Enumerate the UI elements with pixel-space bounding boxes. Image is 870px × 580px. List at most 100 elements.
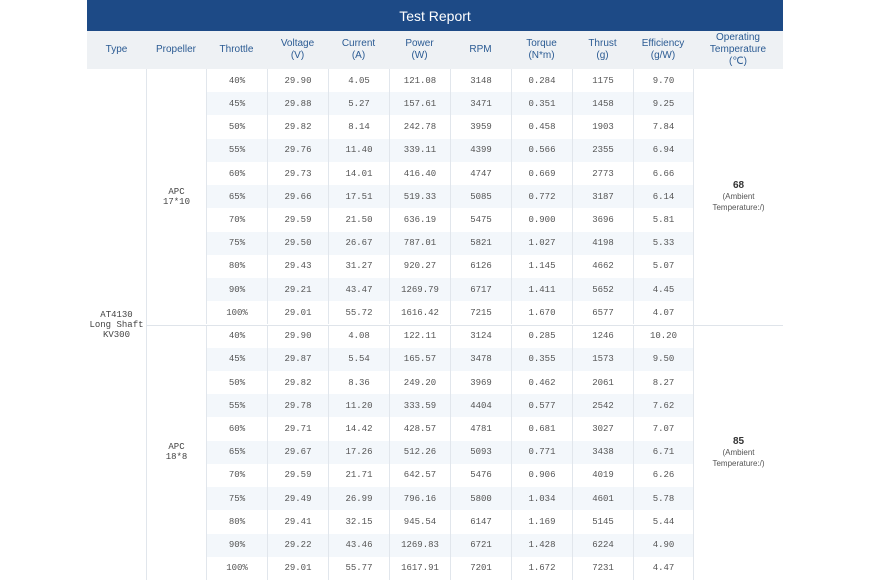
data-cell: 32.15 [328, 510, 389, 534]
data-cell: 5800 [450, 487, 511, 511]
data-cell: 29.50 [267, 231, 328, 255]
data-cell: 29.73 [267, 161, 328, 186]
data-cell: 5.27 [328, 92, 389, 116]
data-cell: 1.169 [511, 510, 572, 534]
temperature-cell: 68 (Ambient Temperature:/) [693, 69, 783, 325]
column-header: Torque (N*m) [511, 31, 572, 69]
text-line: Temperature:/) [712, 203, 765, 213]
data-cell: 2773 [572, 161, 633, 186]
data-cell: 55% [206, 394, 267, 418]
data-cell: 100% [206, 556, 267, 580]
data-cell: 1617.91 [389, 556, 450, 580]
data-cell: 0.669 [511, 161, 572, 186]
data-cell: 9.25 [633, 92, 693, 116]
data-cell: 4.45 [633, 278, 693, 302]
text-line: Temperature:/) [712, 458, 765, 468]
data-cell: 9.70 [633, 69, 693, 93]
text-line: Propeller [155, 44, 197, 55]
data-cell: 2355 [572, 138, 633, 162]
data-cell: 1903 [572, 115, 633, 139]
data-cell: 1269.83 [389, 533, 450, 557]
data-cell: 1246 [572, 324, 633, 348]
data-cell: 5.44 [633, 510, 693, 534]
text-line: 85 [732, 435, 745, 447]
data-cell: 0.772 [511, 185, 572, 209]
data-cell: 7.62 [633, 394, 693, 418]
data-cell: 6147 [450, 510, 511, 534]
text-line: Long Shaft [89, 319, 144, 330]
data-cell: 1.027 [511, 231, 572, 255]
text-line: Throttle [219, 44, 254, 55]
data-cell: 29.90 [267, 69, 328, 93]
data-cell: 8.36 [328, 370, 389, 395]
data-cell: 70% [206, 463, 267, 488]
data-cell: 0.462 [511, 370, 572, 395]
data-cell: 5.81 [633, 208, 693, 232]
text-line: (℃) [729, 56, 747, 67]
data-cell: 5085 [450, 185, 511, 209]
data-cell: 40% [206, 324, 267, 348]
data-cell: 29.43 [267, 254, 328, 279]
data-cell: 0.285 [511, 324, 572, 348]
data-cell: 11.20 [328, 394, 389, 418]
data-cell: 29.82 [267, 115, 328, 139]
data-cell: 65% [206, 185, 267, 209]
data-cell: 10.20 [633, 324, 693, 348]
data-cell: 11.40 [328, 138, 389, 162]
data-cell: 416.40 [389, 161, 450, 186]
data-cell: 249.20 [389, 370, 450, 395]
data-cell: 796.16 [389, 487, 450, 511]
data-cell: 7.07 [633, 417, 693, 441]
data-cell: 3969 [450, 370, 511, 395]
text-line: Current [341, 38, 376, 49]
data-cell: 6717 [450, 278, 511, 302]
text-line: RPM [469, 44, 492, 55]
data-cell: 29.21 [267, 278, 328, 302]
data-cell: 80% [206, 510, 267, 534]
data-cell: 80% [206, 254, 267, 279]
report-title: Test Report [87, 0, 783, 31]
data-cell: 6577 [572, 301, 633, 325]
data-cell: 3696 [572, 208, 633, 232]
data-cell: 0.284 [511, 69, 572, 93]
data-cell: 17.26 [328, 440, 389, 464]
data-cell: 945.54 [389, 510, 450, 534]
data-cell: 29.41 [267, 510, 328, 534]
text-line: APC [168, 442, 185, 453]
text-line: APC [168, 186, 185, 197]
data-cell: 1175 [572, 69, 633, 93]
data-cell: 14.42 [328, 417, 389, 441]
data-cell: 3148 [450, 69, 511, 93]
data-cell: 3438 [572, 440, 633, 464]
data-cell: 0.900 [511, 208, 572, 232]
data-cell: 5.07 [633, 254, 693, 279]
data-cell: 6.66 [633, 161, 693, 186]
text-line: Power [405, 38, 434, 49]
data-cell: 5.33 [633, 231, 693, 255]
data-cell: 55.77 [328, 556, 389, 580]
data-cell: 121.08 [389, 69, 450, 93]
data-cell: 333.59 [389, 394, 450, 418]
data-cell: 3027 [572, 417, 633, 441]
data-cell: 1.411 [511, 278, 572, 302]
data-cell: 6224 [572, 533, 633, 557]
data-cell: 90% [206, 533, 267, 557]
column-header: Type [87, 31, 146, 69]
data-cell: 4198 [572, 231, 633, 255]
data-cell: 1.034 [511, 487, 572, 511]
data-cell: 29.71 [267, 417, 328, 441]
data-cell: 6.94 [633, 138, 693, 162]
data-cell: 1573 [572, 347, 633, 371]
data-cell: 40% [206, 69, 267, 93]
data-cell: 0.351 [511, 92, 572, 116]
text-line: (g/W) [650, 50, 676, 61]
data-cell: 29.49 [267, 487, 328, 511]
data-cell: 29.78 [267, 394, 328, 418]
text-line: KV300 [102, 329, 130, 340]
text-line: (N*m) [528, 50, 555, 61]
data-cell: 7201 [450, 556, 511, 580]
data-cell: 1616.42 [389, 301, 450, 325]
data-cell: 3471 [450, 92, 511, 116]
data-cell: 4.90 [633, 533, 693, 557]
